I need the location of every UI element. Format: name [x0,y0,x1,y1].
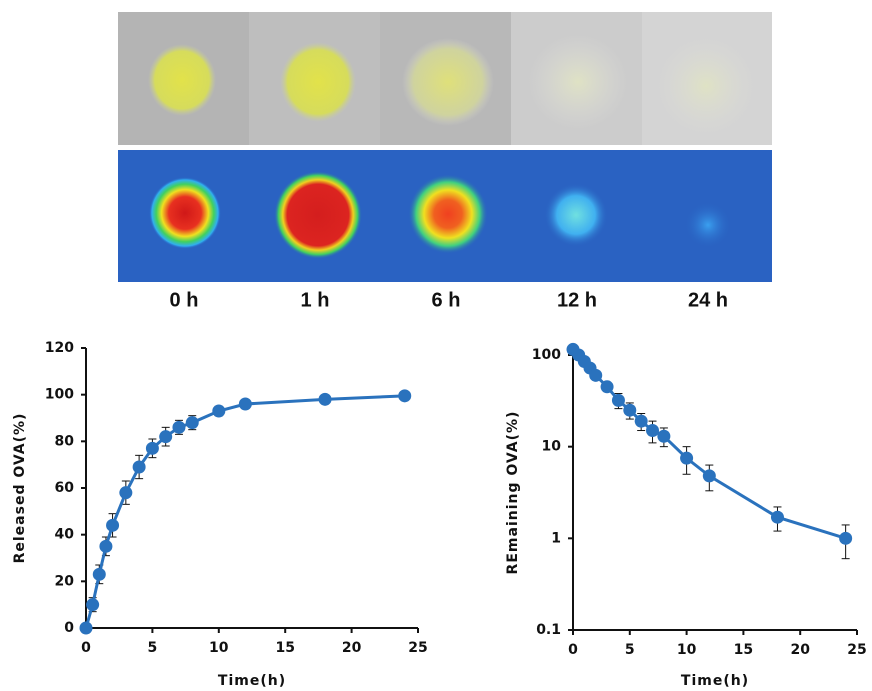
panel-label: 1 h [301,289,330,311]
data-point [646,424,660,438]
y-tick-label: 10 [542,439,562,455]
panel-label: 0 h [170,289,199,311]
panel-label: 24 h [688,289,728,311]
data-point [623,403,637,417]
data-point [318,392,332,406]
y-tick-label: 20 [55,573,75,589]
series-line [84,394,405,629]
data-point [238,397,252,411]
data-point [106,518,120,532]
series-line [571,348,847,540]
data-point [132,460,146,474]
y-tick-label: 0 [64,620,74,636]
x-tick-label: 10 [677,642,697,658]
data-point [86,598,100,612]
panel-label: 12 h [557,289,597,311]
y-tick-label: 100 [45,387,74,403]
x-tick-label: 0 [81,640,91,656]
photo-strip [118,12,772,145]
data-point [99,539,113,553]
x-tick-label: 5 [625,642,635,658]
data-point [212,404,226,418]
y-tick-label: 80 [55,433,75,449]
x-tick-label: 20 [342,640,362,656]
x-tick-label: 25 [408,640,427,656]
data-point [119,486,133,500]
y-axis-label: REmaining OVA(%) [505,411,521,575]
y-tick-label: 60 [55,480,75,496]
y-axis-label: Released OVA(%) [12,413,28,564]
data-point [589,368,603,382]
data-point [398,389,412,403]
x-axis-label: Time(h) [218,673,286,689]
y-tick-label: 40 [55,527,75,543]
data-point [145,441,159,455]
y-tick-label: 120 [45,340,74,356]
data-point [159,430,173,444]
data-point [600,380,614,394]
data-point [702,469,716,483]
data-point [79,621,93,635]
x-tick-label: 20 [790,642,810,658]
data-point [92,567,106,581]
data-point [657,429,671,443]
y-tick-label: 100 [532,347,561,363]
data-point [185,416,199,430]
panel-label: 6 h [432,289,461,311]
data-point [770,510,784,524]
x-axis-label: Time(h) [681,673,749,689]
data-point [839,531,853,545]
data-point [611,393,625,407]
x-tick-label: 25 [847,642,866,658]
y-tick-label: 1 [551,530,561,546]
x-tick-label: 0 [568,642,578,658]
data-point [172,420,186,434]
data-point [634,414,648,428]
x-tick-label: 15 [734,642,753,658]
x-tick-label: 5 [148,640,158,656]
x-tick-label: 10 [209,640,229,656]
x-tick-label: 15 [275,640,294,656]
heatmap-strip [118,150,772,282]
data-point [680,451,694,465]
y-tick-label: 0.1 [536,622,561,638]
